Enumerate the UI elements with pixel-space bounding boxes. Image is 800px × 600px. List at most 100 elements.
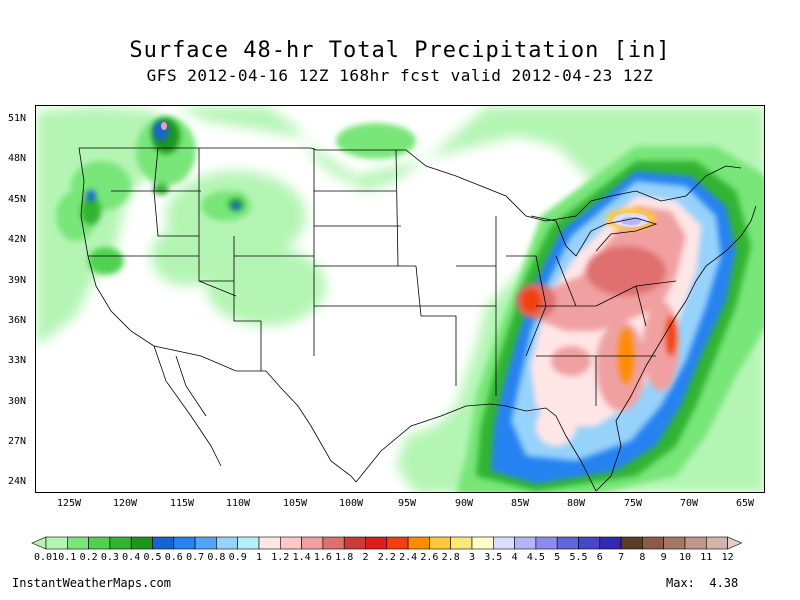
scale-label: 1.6 <box>313 552 332 563</box>
lon-label-85w: 85W <box>510 498 530 509</box>
lat-label-24n: 24N <box>8 476 27 487</box>
scale-cell <box>599 536 622 550</box>
scale-label: 5 <box>554 552 561 563</box>
scale-label: 0.5 <box>143 552 162 563</box>
lon-label-100w: 100W <box>338 498 364 509</box>
scale-cell <box>173 536 196 550</box>
lon-label-105w: 105W <box>282 498 308 509</box>
scale-cell <box>492 536 515 550</box>
scale-cell <box>663 536 686 550</box>
scale-cell <box>194 536 217 550</box>
baja <box>153 345 222 467</box>
scale-label: 2.4 <box>399 552 418 563</box>
scale-cell <box>322 536 345 550</box>
scale-arrow-left <box>31 536 47 550</box>
scale-label: 5.5 <box>569 552 588 563</box>
scale-cell <box>88 536 111 550</box>
scale-label: 2 <box>362 552 369 563</box>
mexico-border <box>153 345 357 483</box>
scale-label: 9 <box>660 552 667 563</box>
scale-cell <box>66 536 89 550</box>
lon-label-115w: 115W <box>169 498 195 509</box>
lon-label-90w: 90W <box>454 498 474 509</box>
gulf-coast <box>355 403 597 492</box>
west-coast <box>78 147 155 347</box>
scale-cell <box>216 536 238 550</box>
site-credit: InstantWeatherMaps.com <box>12 576 171 590</box>
lon-label-120w: 120W <box>112 498 138 509</box>
scale-cell <box>556 536 579 550</box>
scale-cell <box>514 536 537 550</box>
scale-label: 0.2 <box>79 552 98 563</box>
map-subtitle: GFS 2012-04-16 12Z 168hr fcst valid 2012… <box>146 66 654 85</box>
max-value-label: Max: 4.38 <box>666 576 739 590</box>
lon-label-65w: 65W <box>735 498 755 509</box>
precipitation-map <box>35 105 765 493</box>
scale-label: 0.9 <box>228 552 247 563</box>
scale-label: 10 <box>678 552 692 563</box>
scale-label: 0.7 <box>186 552 205 563</box>
scale-label: 0.3 <box>100 552 119 563</box>
precip-orange <box>521 289 676 384</box>
scale-cell <box>258 536 281 550</box>
scale-label: 6 <box>596 552 603 563</box>
lon-label-110w: 110W <box>225 498 251 509</box>
lat-label-27n: 27N <box>8 436 27 447</box>
scale-label: 1.8 <box>335 552 354 563</box>
east-coast <box>595 205 757 492</box>
map-title: Surface 48-hr Total Precipitation [in] <box>129 38 671 63</box>
scale-cell <box>365 536 388 550</box>
scale-cell <box>705 536 728 550</box>
map-canvas <box>36 106 764 492</box>
scale-label: 12 <box>721 552 734 563</box>
scale-label: 8 <box>639 552 646 563</box>
canada-border <box>79 147 742 222</box>
scale-cell <box>152 536 175 550</box>
scale-label: 7 <box>618 552 625 563</box>
scale-cell <box>130 536 153 550</box>
scale-cell <box>343 536 366 550</box>
lat-label-39n: 39N <box>8 275 27 286</box>
lat-label-36n: 36N <box>8 315 27 326</box>
lon-label-125w: 125W <box>56 498 82 509</box>
great-lakes <box>530 215 658 257</box>
scale-label: 4.5 <box>526 552 545 563</box>
lon-label-70w: 70W <box>679 498 699 509</box>
scale-label: 0.1 <box>58 552 77 563</box>
scale-label: 0.6 <box>164 552 183 563</box>
scale-cell <box>301 536 324 550</box>
scale-label: 4 <box>511 552 518 563</box>
lat-label-51n: 51N <box>8 113 27 124</box>
scale-cell <box>535 536 558 550</box>
scale-label: 1.4 <box>292 552 311 563</box>
scale-label: 0.4 <box>122 552 141 563</box>
scale-cell <box>45 536 68 550</box>
lat-label-45n: 45N <box>8 194 27 205</box>
scale-cell <box>237 536 260 550</box>
lat-label-30n: 30N <box>8 396 27 407</box>
scale-cell <box>620 536 643 550</box>
lat-label-42n: 42N <box>8 234 27 245</box>
scale-label: 3 <box>468 552 476 563</box>
color-scale-bar <box>31 536 743 550</box>
scale-cell <box>109 536 132 550</box>
scale-cell <box>407 536 430 550</box>
state-lines <box>88 147 677 406</box>
scale-label: 1.2 <box>271 552 290 563</box>
lon-label-95w: 95W <box>397 498 417 509</box>
scale-cell <box>429 536 451 550</box>
scale-label: 1 <box>255 552 263 563</box>
lon-label-80w: 80W <box>566 498 586 509</box>
lat-label-33n: 33N <box>8 355 27 366</box>
scale-cell <box>471 536 494 550</box>
scale-cell <box>642 536 665 550</box>
scale-label: 11 <box>700 552 713 563</box>
scale-cell <box>386 536 409 550</box>
lat-label-48n: 48N <box>8 153 27 164</box>
scale-cell <box>280 536 302 550</box>
scale-label: 0.01 <box>33 552 59 563</box>
scale-label: 2.8 <box>441 552 460 563</box>
scale-cell <box>578 536 601 550</box>
scale-label: 0.8 <box>207 552 226 563</box>
map-outlines <box>78 147 757 492</box>
